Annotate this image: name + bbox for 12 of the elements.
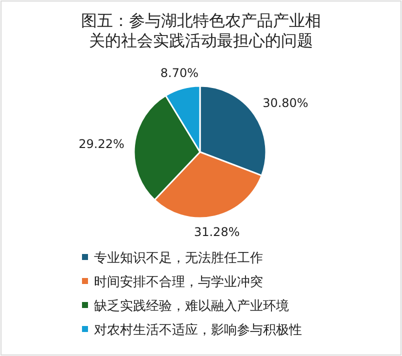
- data-label: 31.28%: [194, 225, 240, 240]
- data-label: 29.22%: [78, 136, 124, 151]
- data-label: 8.70%: [160, 66, 199, 80]
- chart-title: 图五：参与湖北特色农产品产业相关的社会实践活动最担心的问题: [81, 11, 321, 50]
- legend-label: 时间安排不合理，与学业冲突: [94, 274, 263, 290]
- pie-slice: [164, 85, 201, 153]
- pie-slice: [133, 94, 201, 201]
- legend-label: 对农村生活不适应，影响参与积极性: [94, 322, 302, 338]
- pie-slice: [154, 151, 262, 219]
- legend-label: 专业知识不足，无法胜任工作: [94, 251, 263, 266]
- data-label: 30.80%: [262, 96, 308, 110]
- legend-label: 缺乏实践经验，难以融入产业环境: [94, 298, 289, 314]
